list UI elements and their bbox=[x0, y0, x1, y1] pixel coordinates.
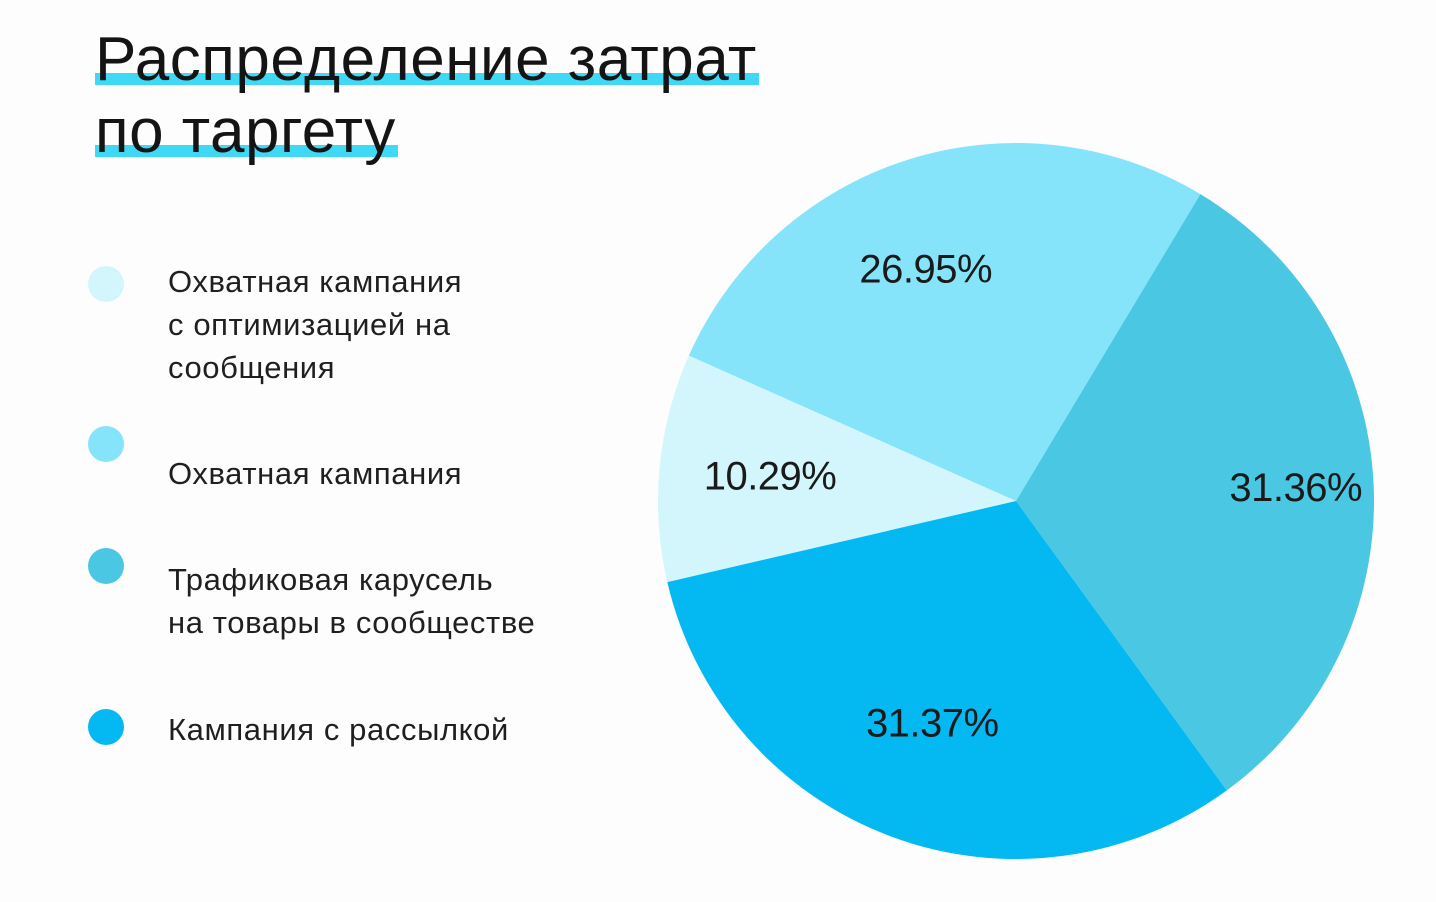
chart-legend: Охватная кампания с оптимизацией на сооб… bbox=[88, 0, 628, 902]
slice-value-label: 10.29% bbox=[704, 454, 837, 498]
slice-value-label: 26.95% bbox=[859, 248, 992, 292]
chart-title: Распределение затрат по таргету bbox=[95, 24, 855, 168]
pie-slice bbox=[1016, 194, 1374, 791]
legend-label: Охватная кампания с оптимизацией на сооб… bbox=[168, 264, 463, 385]
chart-title-line-2: по таргету bbox=[95, 97, 398, 166]
legend-swatch bbox=[88, 709, 124, 745]
chart-title-line-1: Распределение затрат bbox=[95, 25, 759, 94]
legend-label: Охватная кампания bbox=[168, 456, 463, 491]
legend-label: Кампания с рассылкой bbox=[168, 712, 509, 747]
pie-slice bbox=[688, 142, 1201, 501]
slice-value-label: 31.36% bbox=[1229, 466, 1362, 510]
legend-swatch bbox=[88, 426, 124, 462]
pie-slice bbox=[667, 501, 1227, 859]
legend-swatch bbox=[88, 548, 124, 584]
slice-value-label: 31.37% bbox=[866, 701, 999, 745]
legend-swatch bbox=[88, 266, 124, 302]
legend-label: Трафиковая карусель на товары в сообщест… bbox=[168, 562, 536, 640]
pie-slice bbox=[657, 355, 1016, 583]
